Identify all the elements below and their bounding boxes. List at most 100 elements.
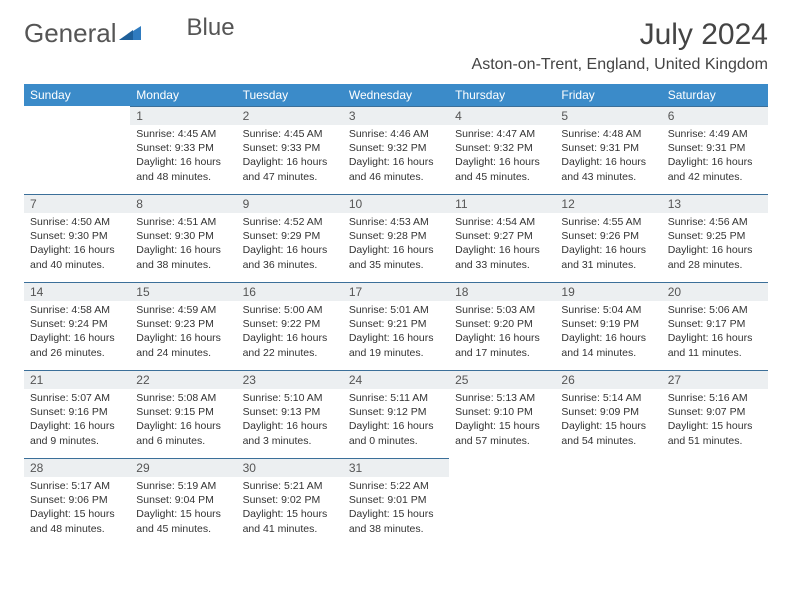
day-line: Daylight: 16 hours [561, 155, 655, 169]
day-line: and 54 minutes. [561, 434, 655, 448]
day-line: Sunrise: 5:17 AM [30, 479, 124, 493]
calendar-cell: 29Sunrise: 5:19 AMSunset: 9:04 PMDayligh… [130, 458, 236, 546]
calendar-cell: 11Sunrise: 4:54 AMSunset: 9:27 PMDayligh… [449, 194, 555, 282]
day-line: Daylight: 16 hours [668, 155, 762, 169]
day-line: Sunset: 9:04 PM [136, 493, 230, 507]
day-line: Sunset: 9:17 PM [668, 317, 762, 331]
day-details: Sunrise: 4:56 AMSunset: 9:25 PMDaylight:… [662, 213, 768, 276]
day-details: Sunrise: 5:13 AMSunset: 9:10 PMDaylight:… [449, 389, 555, 452]
calendar-cell: 30Sunrise: 5:21 AMSunset: 9:02 PMDayligh… [237, 458, 343, 546]
day-line: and 48 minutes. [30, 522, 124, 536]
day-number: 1 [130, 106, 236, 125]
day-line: Sunrise: 5:19 AM [136, 479, 230, 493]
day-line: Sunrise: 4:45 AM [136, 127, 230, 141]
calendar-cell: 6Sunrise: 4:49 AMSunset: 9:31 PMDaylight… [662, 106, 768, 194]
calendar-cell: 15Sunrise: 4:59 AMSunset: 9:23 PMDayligh… [130, 282, 236, 370]
day-line: Daylight: 16 hours [349, 243, 443, 257]
day-line: Sunset: 9:01 PM [349, 493, 443, 507]
day-line: and 38 minutes. [136, 258, 230, 272]
day-number: 12 [555, 194, 661, 213]
day-line: Daylight: 15 hours [243, 507, 337, 521]
day-line: and 45 minutes. [136, 522, 230, 536]
header: General Blue July 2024 Aston-on-Trent, E… [24, 18, 768, 74]
day-details: Sunrise: 5:11 AMSunset: 9:12 PMDaylight:… [343, 389, 449, 452]
logo-text-left: General [24, 18, 117, 49]
calendar-cell: 2Sunrise: 4:45 AMSunset: 9:33 PMDaylight… [237, 106, 343, 194]
day-line: Daylight: 16 hours [136, 331, 230, 345]
calendar-week: 7Sunrise: 4:50 AMSunset: 9:30 PMDaylight… [24, 194, 768, 282]
day-line: Daylight: 16 hours [349, 419, 443, 433]
calendar-cell: 26Sunrise: 5:14 AMSunset: 9:09 PMDayligh… [555, 370, 661, 458]
calendar-cell: 28Sunrise: 5:17 AMSunset: 9:06 PMDayligh… [24, 458, 130, 546]
day-line: Sunrise: 4:53 AM [349, 215, 443, 229]
day-line: Sunset: 9:13 PM [243, 405, 337, 419]
calendar-cell: 31Sunrise: 5:22 AMSunset: 9:01 PMDayligh… [343, 458, 449, 546]
day-line: Sunrise: 4:50 AM [30, 215, 124, 229]
day-number: 19 [555, 282, 661, 301]
calendar-table: SundayMondayTuesdayWednesdayThursdayFrid… [24, 84, 768, 546]
day-line: Sunset: 9:16 PM [30, 405, 124, 419]
calendar-cell: 9Sunrise: 4:52 AMSunset: 9:29 PMDaylight… [237, 194, 343, 282]
day-line: and 51 minutes. [668, 434, 762, 448]
day-line: Sunset: 9:25 PM [668, 229, 762, 243]
day-line: Sunset: 9:22 PM [243, 317, 337, 331]
day-number: 3 [343, 106, 449, 125]
day-header: Saturday [662, 84, 768, 106]
day-line: Daylight: 15 hours [561, 419, 655, 433]
day-line: Sunrise: 5:00 AM [243, 303, 337, 317]
calendar-cell [24, 106, 130, 194]
day-line: and 17 minutes. [455, 346, 549, 360]
day-details: Sunrise: 4:49 AMSunset: 9:31 PMDaylight:… [662, 125, 768, 188]
day-details: Sunrise: 5:07 AMSunset: 9:16 PMDaylight:… [24, 389, 130, 452]
day-line: and 40 minutes. [30, 258, 124, 272]
day-line: and 26 minutes. [30, 346, 124, 360]
day-line: Sunset: 9:20 PM [455, 317, 549, 331]
day-line: and 48 minutes. [136, 170, 230, 184]
day-line: Sunrise: 4:47 AM [455, 127, 549, 141]
day-header: Tuesday [237, 84, 343, 106]
day-line: and 9 minutes. [30, 434, 124, 448]
day-line: and 11 minutes. [668, 346, 762, 360]
day-number: 13 [662, 194, 768, 213]
day-line: Sunset: 9:06 PM [30, 493, 124, 507]
day-line: Sunrise: 4:54 AM [455, 215, 549, 229]
day-line: Sunrise: 4:59 AM [136, 303, 230, 317]
day-line: Daylight: 16 hours [561, 243, 655, 257]
day-header: Sunday [24, 84, 130, 106]
day-line: Daylight: 16 hours [30, 419, 124, 433]
day-header: Wednesday [343, 84, 449, 106]
day-line: Sunrise: 5:08 AM [136, 391, 230, 405]
day-details: Sunrise: 4:54 AMSunset: 9:27 PMDaylight:… [449, 213, 555, 276]
day-number: 23 [237, 370, 343, 389]
day-line: Sunset: 9:12 PM [349, 405, 443, 419]
day-number: 30 [237, 458, 343, 477]
day-line: Sunrise: 5:13 AM [455, 391, 549, 405]
day-line: Sunrise: 5:04 AM [561, 303, 655, 317]
day-details: Sunrise: 4:51 AMSunset: 9:30 PMDaylight:… [130, 213, 236, 276]
day-number: 5 [555, 106, 661, 125]
title-block: July 2024 Aston-on-Trent, England, Unite… [472, 18, 768, 74]
calendar-cell [662, 458, 768, 546]
day-number: 28 [24, 458, 130, 477]
day-line: Sunset: 9:21 PM [349, 317, 443, 331]
day-number: 27 [662, 370, 768, 389]
calendar-cell: 23Sunrise: 5:10 AMSunset: 9:13 PMDayligh… [237, 370, 343, 458]
day-line: Sunrise: 5:07 AM [30, 391, 124, 405]
calendar-cell: 14Sunrise: 4:58 AMSunset: 9:24 PMDayligh… [24, 282, 130, 370]
day-line: Sunset: 9:32 PM [455, 141, 549, 155]
day-line: Sunset: 9:19 PM [561, 317, 655, 331]
day-line: Sunrise: 5:14 AM [561, 391, 655, 405]
day-line: Sunset: 9:33 PM [136, 141, 230, 155]
day-line: Sunset: 9:02 PM [243, 493, 337, 507]
calendar-cell: 8Sunrise: 4:51 AMSunset: 9:30 PMDaylight… [130, 194, 236, 282]
day-line: Sunrise: 5:01 AM [349, 303, 443, 317]
logo-triangle-icon [119, 18, 141, 49]
day-line: and 3 minutes. [243, 434, 337, 448]
day-details: Sunrise: 5:21 AMSunset: 9:02 PMDaylight:… [237, 477, 343, 540]
day-details: Sunrise: 5:08 AMSunset: 9:15 PMDaylight:… [130, 389, 236, 452]
day-line: Daylight: 16 hours [349, 155, 443, 169]
calendar-week: 14Sunrise: 4:58 AMSunset: 9:24 PMDayligh… [24, 282, 768, 370]
day-line: Sunset: 9:24 PM [30, 317, 124, 331]
calendar-cell: 21Sunrise: 5:07 AMSunset: 9:16 PMDayligh… [24, 370, 130, 458]
day-details: Sunrise: 4:45 AMSunset: 9:33 PMDaylight:… [130, 125, 236, 188]
